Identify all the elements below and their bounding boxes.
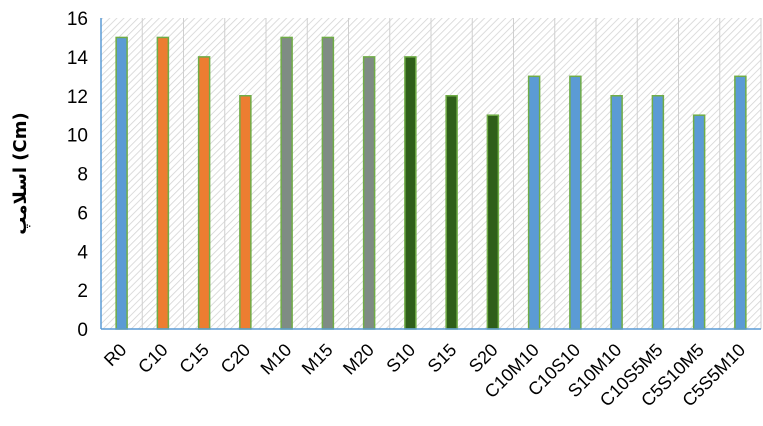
bar-S10M10 (610, 95, 623, 330)
y-tick-label: 6 (77, 203, 88, 224)
y-tick-label: 0 (77, 320, 88, 341)
y-tick-label: 16 (67, 9, 88, 30)
category-separators (141, 18, 762, 329)
bar-M15 (321, 36, 335, 330)
bar-S15 (445, 95, 458, 330)
bar-S20 (486, 114, 500, 330)
y-tick-label: 14 (67, 48, 89, 69)
bar-C5S10M5 (692, 114, 706, 330)
bar-C10S10 (569, 75, 582, 330)
bar-C10 (156, 36, 170, 330)
x-tick-label: M15 (298, 340, 337, 379)
bar-C15 (197, 56, 211, 330)
y-tick-label: 4 (77, 242, 88, 263)
y-tick-label: 12 (67, 87, 88, 108)
x-tick-label: C20 (217, 340, 254, 377)
bar-C10S5M5 (651, 95, 665, 330)
x-tick-label: C15 (175, 340, 212, 377)
y-tick-label: 2 (77, 281, 88, 302)
bar-R0 (115, 36, 128, 330)
x-tick-label: M10 (257, 340, 296, 379)
bar-M10 (280, 36, 293, 330)
x-tick-label: S15 (424, 340, 461, 377)
x-tick-labels: R0 C10 C15 C20 M10 M15 M20 S10 S15 S20C10M10C10S1… (100, 340, 749, 411)
bar-S10 (404, 56, 417, 330)
y-tick-labels: 0 2 4 6 8 10 12 14 16 (67, 9, 89, 341)
x-tick-label: M20 (339, 340, 378, 379)
x-tick-label: C10 (134, 340, 171, 377)
x-tick-label: S10 (382, 340, 419, 377)
bar-C20 (239, 95, 252, 330)
bar-M20 (362, 56, 376, 330)
x-tick-label: R0 (100, 340, 130, 370)
bar-C10M10 (527, 75, 541, 330)
y-axis-label: اسلامپ (Cm) (10, 112, 31, 234)
bar-C5S5M10 (734, 75, 747, 330)
y-tick-label: 10 (67, 126, 88, 147)
y-tick-label: 8 (77, 165, 88, 186)
